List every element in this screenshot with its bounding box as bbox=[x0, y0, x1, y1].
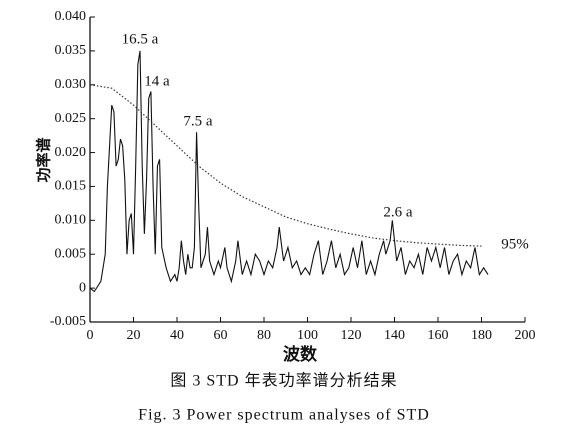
x-tick-label: 140 bbox=[384, 328, 405, 343]
series-line bbox=[89, 50, 489, 293]
y-tick-label: 0 bbox=[79, 280, 86, 295]
annotation: 14 a bbox=[144, 73, 170, 89]
y-tick-label: -0.005 bbox=[50, 314, 86, 329]
x-tick-label: 40 bbox=[170, 328, 184, 343]
x-tick-label: 80 bbox=[257, 328, 271, 343]
y-tick-label: 0.005 bbox=[55, 246, 87, 261]
y-tick-label: 0.040 bbox=[55, 9, 87, 24]
caption-en: Fig. 3 Power spectrum analyses of STD bbox=[138, 407, 430, 424]
y-tick-label: 0.025 bbox=[55, 111, 87, 126]
x-tick-label: 60 bbox=[214, 328, 228, 343]
x-tick-label: 160 bbox=[428, 328, 449, 343]
y-tick-label: 0.030 bbox=[55, 77, 87, 92]
y-axis-label: 功率谱 bbox=[34, 137, 52, 182]
annotation: 95% bbox=[501, 236, 529, 252]
x-tick-label: 120 bbox=[341, 328, 362, 343]
x-tick-label: 100 bbox=[297, 328, 318, 343]
annotation: 7.5 a bbox=[183, 113, 213, 129]
annotation: 16.5 a bbox=[122, 31, 159, 47]
x-axis-label: 波数 bbox=[283, 344, 318, 364]
y-tick-label: 0.015 bbox=[55, 179, 87, 194]
x-tick-label: 180 bbox=[471, 328, 492, 343]
y-tick-label: 0.035 bbox=[55, 43, 87, 58]
caption-cn: 图 3 STD 年表功率谱分析结果 bbox=[170, 372, 397, 390]
y-tick-label: 0.020 bbox=[55, 145, 87, 160]
annotation: 2.6 a bbox=[383, 204, 413, 220]
y-tick-label: 0.010 bbox=[55, 213, 87, 228]
x-tick-label: 200 bbox=[515, 328, 536, 343]
x-tick-label: 0 bbox=[87, 328, 94, 343]
x-tick-label: 20 bbox=[127, 328, 141, 343]
